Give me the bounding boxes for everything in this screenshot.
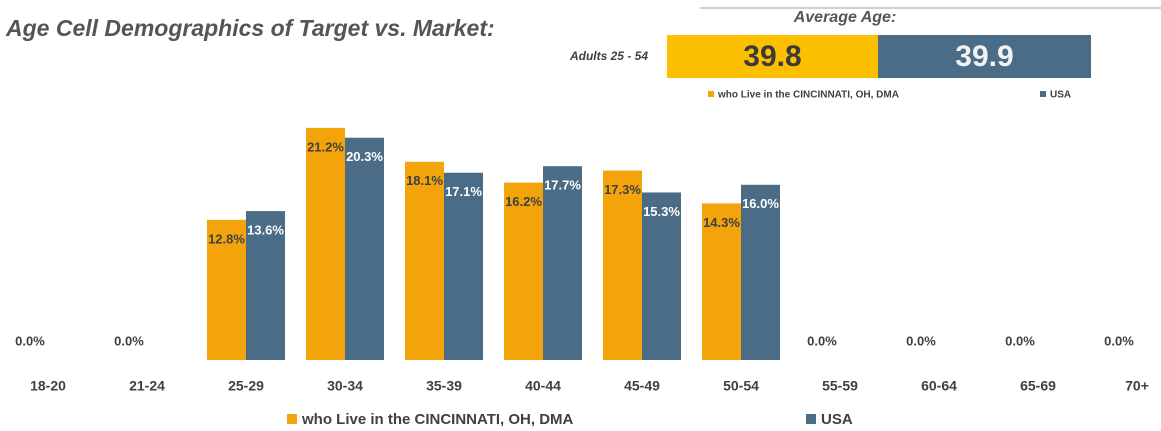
data-label: 17.7% bbox=[544, 178, 581, 193]
x-tick-label: 45-49 bbox=[624, 378, 660, 394]
x-tick-label: 25-29 bbox=[228, 378, 264, 394]
data-label: 0.0% bbox=[807, 333, 837, 348]
x-tick-label: 40-44 bbox=[525, 378, 561, 394]
legend-label: who Live in the CINCINNATI, OH, DMA bbox=[301, 411, 574, 428]
data-label: 13.6% bbox=[247, 223, 284, 238]
top-legend-swatch bbox=[708, 91, 714, 97]
chart-title: Age Cell Demographics of Target vs. Mark… bbox=[5, 15, 495, 41]
data-label: 16.0% bbox=[742, 196, 779, 211]
legend-swatch bbox=[806, 414, 816, 424]
x-tick-label: 35-39 bbox=[426, 378, 462, 394]
average-age-label: Average Age: bbox=[793, 9, 897, 26]
data-label: 16.2% bbox=[505, 194, 542, 209]
top-legend-swatch bbox=[1040, 91, 1046, 97]
x-tick-label: 60-64 bbox=[921, 378, 957, 394]
data-label: 18.1% bbox=[406, 173, 443, 188]
bar bbox=[741, 184, 780, 360]
data-label: 0.0% bbox=[1005, 333, 1035, 348]
bar bbox=[306, 127, 345, 360]
legend-swatch bbox=[287, 414, 297, 424]
x-tick-label: 30-34 bbox=[327, 378, 363, 394]
data-label: 14.3% bbox=[703, 215, 740, 230]
bar bbox=[405, 161, 444, 360]
bar bbox=[246, 211, 285, 360]
top-legend-label: who Live in the CINCINNATI, OH, DMA bbox=[717, 90, 899, 101]
group-label: Adults 25 - 54 bbox=[569, 49, 648, 63]
data-label: 17.1% bbox=[445, 184, 482, 199]
data-label: 0.0% bbox=[114, 333, 144, 348]
legend-label: USA bbox=[821, 411, 853, 428]
x-tick-label: 65-69 bbox=[1020, 378, 1056, 394]
bar bbox=[702, 203, 741, 360]
bar bbox=[543, 166, 582, 360]
bar bbox=[642, 192, 681, 360]
data-label: 0.0% bbox=[906, 333, 936, 348]
x-tick-label: 55-59 bbox=[822, 378, 858, 394]
average-box bbox=[878, 35, 1091, 78]
x-tick-label: 21-24 bbox=[129, 378, 165, 394]
average-value: 39.8 bbox=[743, 40, 801, 73]
bar bbox=[345, 137, 384, 360]
x-tick-label: 18-20 bbox=[30, 378, 66, 394]
x-tick-label: 70+ bbox=[1125, 378, 1149, 394]
data-label: 0.0% bbox=[1104, 333, 1134, 348]
data-label: 21.2% bbox=[307, 139, 344, 154]
bar bbox=[207, 219, 246, 360]
average-box bbox=[667, 35, 878, 78]
data-label: 17.3% bbox=[604, 182, 641, 197]
data-label: 20.3% bbox=[346, 149, 383, 164]
bar bbox=[504, 182, 543, 360]
x-tick-label: 50-54 bbox=[723, 378, 759, 394]
bar bbox=[444, 172, 483, 360]
bar bbox=[603, 170, 642, 360]
data-label: 12.8% bbox=[208, 231, 245, 246]
average-value: 39.9 bbox=[955, 40, 1013, 73]
data-label: 0.0% bbox=[15, 333, 45, 348]
data-label: 15.3% bbox=[643, 204, 680, 219]
top-legend-label: USA bbox=[1050, 90, 1071, 101]
